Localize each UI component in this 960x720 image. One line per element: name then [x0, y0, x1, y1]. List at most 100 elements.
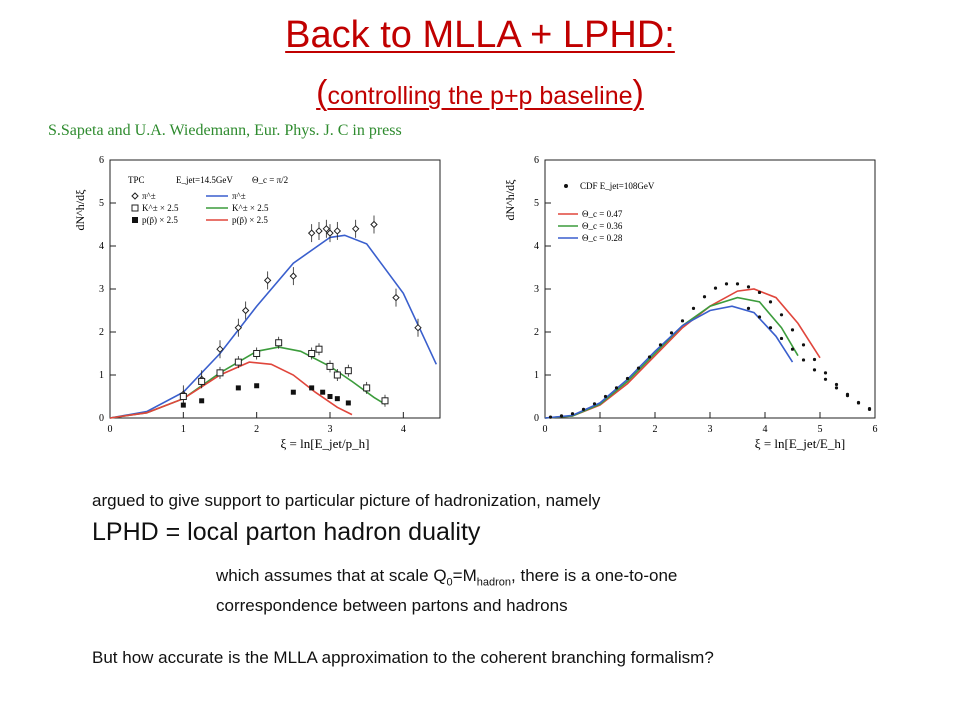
subscript-0: 0: [446, 576, 453, 589]
cdf-x-axis-label: ξ = ln[E_jet/E_h]: [755, 436, 845, 451]
data-point: [254, 383, 260, 389]
x-tick-label: 1: [598, 424, 603, 435]
data-point: [834, 382, 839, 387]
x-tick-label: 3: [708, 424, 713, 435]
y-tick-label: 5: [99, 198, 104, 209]
x-tick-label: 6: [873, 424, 878, 435]
series-curve-1: [109, 346, 386, 419]
data-point: [845, 394, 850, 398]
legend-square-icon: [131, 204, 139, 212]
paragraph-correspondence: correspondence between partons and hadro…: [216, 596, 568, 615]
y-tick-label: 6: [534, 155, 539, 166]
paragraph-argued: argued to give support to particular pic…: [92, 491, 601, 510]
data-point: [363, 384, 371, 392]
data-point: [713, 286, 718, 290]
y-tick-label: 1: [99, 370, 104, 381]
data-point: [801, 343, 806, 347]
y-tick-label: 5: [534, 198, 539, 209]
data-point: [289, 272, 298, 280]
data-point: [581, 407, 586, 411]
x-tick-label: 0: [108, 424, 113, 435]
data-point: [691, 306, 696, 310]
cdf-legend-curve-1: Θ_c = 0.47: [582, 209, 623, 219]
series-curve-0: [109, 234, 438, 419]
data-point: [180, 402, 186, 408]
data-point: [234, 323, 243, 332]
data-point: [334, 396, 340, 402]
x-tick-label: 2: [653, 424, 658, 435]
data-point: [702, 295, 707, 299]
legend-dot-icon: [564, 184, 568, 188]
data-point: [647, 355, 652, 359]
data-point: [344, 367, 352, 375]
data-point: [320, 389, 326, 395]
subtitle-text: controlling the p+p baseline: [327, 82, 633, 110]
y-tick-label: 2: [99, 327, 104, 338]
tpc-legend-data-2: K^± × 2.5: [142, 203, 179, 213]
cdf-legend-curve-3: Θ_c = 0.28: [582, 233, 623, 243]
x-tick-label: 1: [181, 424, 186, 435]
cdf-chart: 0 1 2 3 4 5 6 0 1 2 3 4 5 6 dN^h/dξ ξ = ln[E_jet/E_h]…: [503, 155, 878, 451]
data-point: [315, 345, 323, 353]
legend-diamond-icon: [131, 192, 139, 200]
data-point: [614, 386, 619, 390]
tpc-legend-header-3: Θ_c = π/2: [252, 175, 288, 185]
x-tick-label: 2: [254, 424, 259, 435]
tpc-legend-curve-2: K^± × 2.5: [232, 203, 269, 213]
data-point: [326, 229, 334, 237]
data-point: [746, 285, 751, 289]
tpc-legend-curve-3: p(p̄) × 2.5: [232, 215, 268, 225]
tpc-chart: 0 1 2 3 4 0 1 2 3 4 5 6 dN^h/dξ ξ = ln[E_jet/p_h] T…: [73, 155, 441, 451]
data-point: [625, 376, 630, 381]
data-point: [198, 377, 206, 385]
data-point: [308, 350, 316, 357]
cdf-y-axis-label: dN^h/dξ: [503, 179, 517, 221]
data-point: [333, 227, 342, 235]
data-point: [370, 220, 378, 229]
y-tick-label: 4: [99, 241, 104, 252]
y-tick-label: 3: [534, 284, 539, 295]
data-point: [592, 402, 597, 406]
data-point: [801, 358, 806, 362]
x-tick-label: 5: [818, 424, 823, 435]
data-point: [559, 414, 564, 418]
tpc-legend-header-2: E_jet=14.5GeV: [176, 175, 233, 185]
y-tick-label: 4: [534, 241, 539, 252]
y-tick-label: 1: [534, 370, 539, 381]
data-point: [548, 415, 553, 419]
assumes-text-b: =M: [452, 566, 477, 585]
data-point: [275, 339, 283, 347]
subtitle-close-paren: ): [632, 74, 644, 112]
data-point: [812, 368, 817, 372]
data-point: [216, 369, 224, 377]
subscript-hadron: hadron: [476, 576, 512, 589]
data-point: [327, 394, 333, 399]
data-point: [790, 347, 795, 351]
subtitle-open-paren: (: [316, 74, 328, 112]
y-tick-label: 2: [534, 327, 539, 338]
y-tick-label: 0: [534, 413, 539, 424]
paragraph-assumes: which assumes that at scale Q0=Mhadron, …: [216, 563, 677, 595]
data-point: [381, 397, 389, 405]
data-point: [570, 412, 575, 416]
data-point: [263, 276, 272, 285]
data-point: [253, 350, 261, 357]
data-point: [290, 389, 296, 395]
tpc-x-axis-label: ξ = ln[E_jet/p_h]: [281, 436, 370, 451]
data-point: [414, 323, 422, 332]
data-point: [823, 371, 828, 375]
data-point: [351, 225, 360, 233]
slide-title: Back to MLLA + LPHD:: [285, 14, 675, 56]
data-point: [867, 406, 872, 411]
y-tick-label: 6: [99, 155, 104, 166]
x-tick-label: 4: [401, 424, 406, 435]
data-point: [757, 290, 762, 295]
citation: S.Sapeta and U.A. Wiedemann, Eur. Phys. …: [48, 122, 402, 139]
cdf-legend: CDF E_jet=108GeV Θ_c = 0.47 Θ_c = 0.36 Θ…: [558, 181, 655, 243]
data-point: [307, 229, 316, 237]
legend-filled-square-icon: [132, 217, 138, 223]
data-point: [746, 306, 751, 310]
data-point: [309, 385, 315, 391]
data-point: [234, 358, 242, 366]
cdf-legend-curve-2: Θ_c = 0.36: [582, 221, 623, 231]
